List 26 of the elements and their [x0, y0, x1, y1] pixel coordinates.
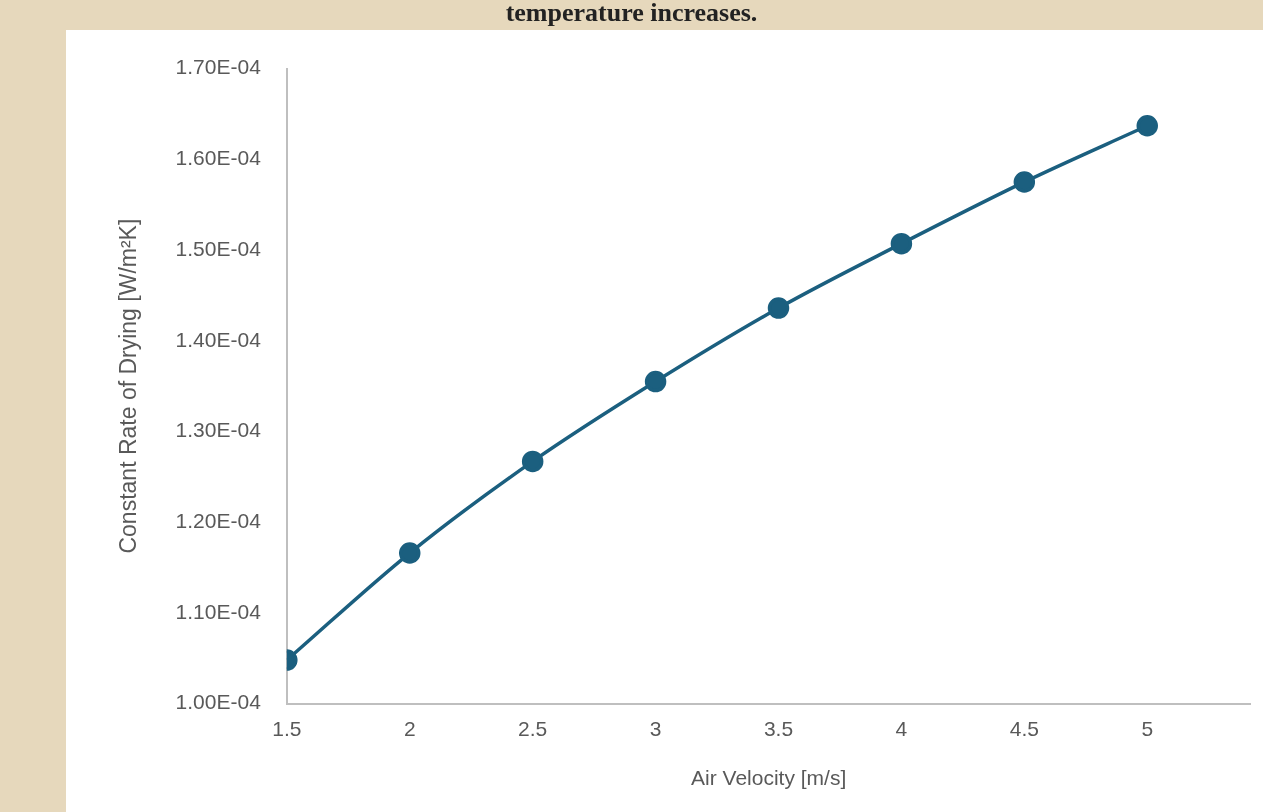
x-tick-label: 1.5	[272, 717, 302, 740]
y-tick-label: 1.10E-04	[175, 599, 262, 623]
x-tick-label: 2	[403, 717, 416, 740]
point	[399, 542, 421, 564]
y-tick-label: 1.70E-04	[175, 55, 262, 79]
x-axis-title: Air Velocity [m/s]	[691, 766, 847, 790]
y-tick-label: 1.40E-04	[175, 327, 262, 351]
y-tick-label: 1.60E-04	[175, 146, 262, 170]
point	[521, 450, 544, 473]
x-tick-label: 5	[1141, 717, 1154, 740]
y-axis-title: Constant Rate of Drying [W/m²K]	[115, 218, 142, 554]
x-tick-label: 4.5	[1009, 717, 1039, 740]
point	[767, 297, 790, 319]
point	[1013, 171, 1036, 193]
y-tick-label: 1.00E-04	[175, 690, 262, 714]
point	[644, 370, 667, 393]
point	[1136, 115, 1158, 137]
chart-title: temperature increases.	[504, 0, 759, 28]
point	[890, 232, 913, 255]
x-tick-label: 4	[895, 717, 908, 740]
x-tick-label: 2.5	[518, 717, 548, 740]
x-tick-label: 3	[649, 717, 662, 740]
y-tick-label: 1.30E-04	[175, 418, 262, 442]
y-tick-label: 1.50E-04	[175, 236, 262, 260]
y-tick-label: 1.20E-04	[175, 508, 262, 532]
x-tick-label: 3.5	[763, 717, 794, 740]
